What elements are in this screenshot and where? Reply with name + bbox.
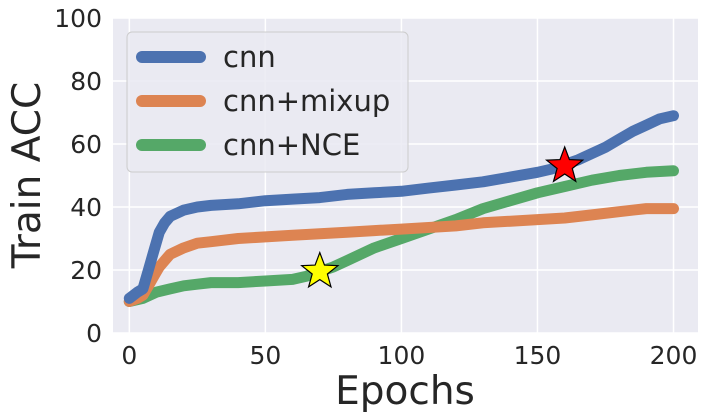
series-line-cnn-mixup [123, 203, 679, 307]
y-tick-label: 20 [70, 256, 102, 285]
y-tick-label: 80 [70, 67, 102, 96]
x-tick-label: 100 [378, 341, 426, 370]
star-marker-0 [544, 145, 585, 183]
legend-box [126, 31, 409, 173]
x-tick-labels: 0 50 100 150 200 [121, 341, 697, 370]
x-tick-label: 150 [514, 341, 562, 370]
y-axis-label: Train ACC [5, 82, 50, 269]
legend-label-cnn-nce: cnn+NCE [223, 128, 360, 162]
x-tick-label: 50 [249, 341, 281, 370]
legend-label-cnn-mixup: cnn+mixup [223, 84, 390, 118]
star-marker-1 [300, 250, 340, 289]
y-tick-label: 40 [70, 193, 102, 222]
y-tick-label: 0 [86, 319, 102, 348]
y-tick-labels: 0 20 40 60 80 100 [54, 4, 102, 348]
x-tick-label: 200 [650, 341, 698, 370]
legend: cnn cnn+mixup cnn+NCE [126, 31, 409, 173]
series-line-cnn [123, 110, 679, 304]
y-tick-label: 100 [54, 4, 102, 33]
series-line-cnn-nce [123, 165, 679, 307]
legend-label-cnn: cnn [223, 40, 276, 74]
series-layer [123, 110, 679, 307]
y-tick-label: 60 [70, 130, 102, 159]
x-tick-label: 0 [121, 341, 137, 370]
x-axis-label: Epochs [335, 369, 475, 414]
marker-layer [300, 145, 585, 289]
